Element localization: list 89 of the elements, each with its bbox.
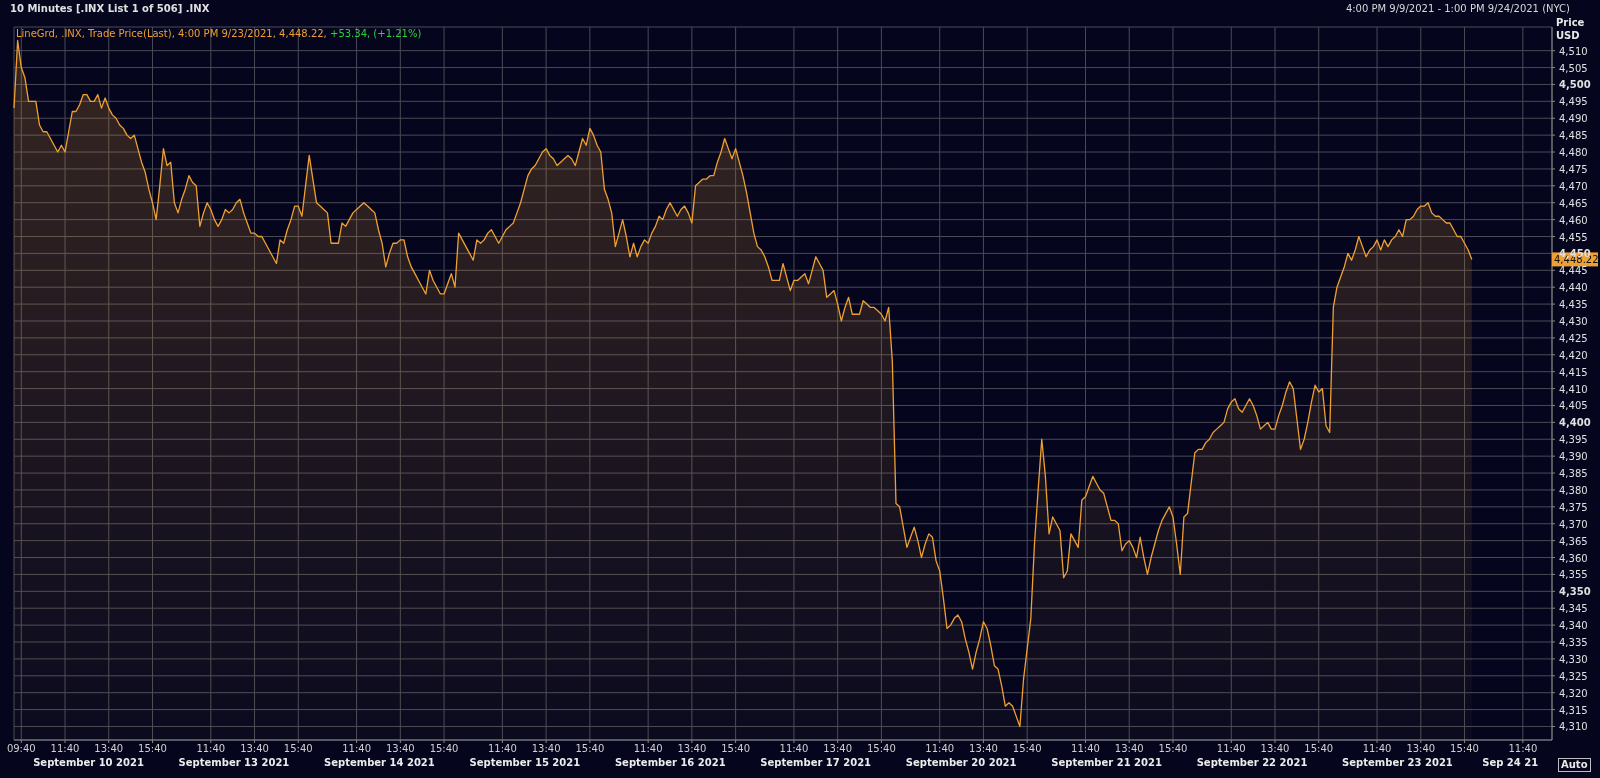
- chart-title: 10 Minutes [.INX List 1 of 506] .INX: [10, 3, 210, 14]
- y-tick-label: 4,420: [1559, 349, 1588, 361]
- x-tick-label: 15:40: [1012, 743, 1042, 755]
- y-tick-label: 4,405: [1559, 400, 1588, 412]
- y-tick-label: 4,330: [1559, 653, 1588, 665]
- text: September 14 2021: [323, 756, 436, 769]
- y-tick-label: 4,480: [1559, 147, 1588, 159]
- x-tick-label: 11:40: [1071, 743, 1100, 755]
- y-tick-label: 4,410: [1559, 383, 1588, 395]
- y-tick-label: 4,505: [1559, 62, 1588, 74]
- x-tick-label: 13:40: [1260, 743, 1290, 755]
- x-tick-label: 13:40: [969, 743, 998, 755]
- x-tick-label: 13:40: [94, 743, 124, 755]
- y-tick-label: 4,510: [1559, 45, 1588, 57]
- y-axis-title: Price USD: [1556, 16, 1586, 42]
- x-tick-label: 11:40: [925, 743, 955, 755]
- x-tick-label: 13:40: [385, 743, 415, 755]
- y-tick-label: 4,350: [1559, 586, 1591, 598]
- y-tick-label: 4,435: [1559, 299, 1588, 311]
- text: Sep 24 21: [1482, 757, 1539, 768]
- x-tick-label: 09:40: [6, 743, 36, 755]
- text: September 22 2021: [1195, 756, 1309, 769]
- text: September 17 2021: [759, 756, 873, 769]
- text: September 10 2021: [32, 756, 145, 769]
- x-tick-label: 13:40: [1406, 743, 1436, 755]
- x-tick-label: 13:40: [240, 743, 269, 755]
- y-tick-label: 4,360: [1559, 552, 1588, 564]
- y-tick-label: 4,485: [1559, 130, 1588, 142]
- x-tick-label: 15:40: [866, 743, 896, 755]
- y-tick-label: 4,370: [1559, 518, 1588, 530]
- y-tick-label: 4,340: [1559, 620, 1588, 632]
- x-tick-label: 11:40: [633, 743, 663, 755]
- x-tick-label: 11:40: [1362, 743, 1392, 755]
- y-tick-label: 4,475: [1559, 163, 1588, 175]
- x-tick-label: 15:40: [1304, 743, 1334, 755]
- annotation: +53.34, (+1.21%): [330, 28, 422, 39]
- x-tick-label: 11:40: [779, 743, 809, 755]
- text: September 23 2021: [1341, 756, 1454, 769]
- x-tick-label: 13:40: [823, 743, 853, 755]
- chart-subtitle: 4:00 PM 9/9/2021 - 1:00 PM 9/24/2021 (NYC): [1345, 3, 1570, 14]
- y-tick-label: 4,385: [1559, 468, 1588, 480]
- x-tick-label: 13:40: [531, 743, 561, 755]
- y-tick-label: 4,460: [1559, 214, 1588, 226]
- y-tick-label: 4,365: [1559, 535, 1588, 547]
- y-tick-label: 4,500: [1559, 79, 1591, 91]
- y-tick-label: 4,490: [1559, 113, 1588, 125]
- y-tick-label: 4,445: [1559, 265, 1588, 277]
- y-tick-label: 4,495: [1559, 96, 1588, 108]
- y-tick-label: 4,345: [1559, 603, 1588, 615]
- y-tick-label: 4,395: [1559, 434, 1588, 446]
- y-tick-label: 4,390: [1559, 451, 1588, 463]
- x-tick-label: 11:40: [342, 743, 371, 755]
- series-label: LineGrd, .INX, Trade Price(Last), 4:00 PM 9/23/2021, 4,448.22,: [16, 28, 328, 39]
- text: Auto: [1558, 758, 1591, 772]
- x-tick-label: 11:40: [1508, 743, 1538, 755]
- y-tick-label: 4,310: [1559, 721, 1588, 733]
- y-tick-label: 4,400: [1559, 417, 1591, 429]
- x-tick-label: 11:40: [1216, 743, 1246, 755]
- x-tick-label: 15:40: [1158, 743, 1188, 755]
- x-tick-label: 15:40: [575, 743, 605, 755]
- x-tick-label: 15:40: [721, 743, 751, 755]
- x-tick-label: 13:40: [1114, 743, 1144, 755]
- y-tick-label: 4,355: [1559, 569, 1588, 581]
- y-tick-label: 4,465: [1559, 197, 1588, 209]
- text: September 15 2021: [468, 756, 582, 769]
- y-tick-label: 4,425: [1559, 332, 1588, 344]
- y-tick-label: 4,440: [1559, 282, 1588, 294]
- y-tick-label: 4,315: [1559, 704, 1588, 716]
- x-tick-label: 15:40: [138, 743, 167, 755]
- text: September 16 2021: [613, 756, 727, 769]
- x-tick-label: 15:40: [1450, 743, 1479, 755]
- y-tick-label: 4,455: [1559, 231, 1588, 243]
- y-tick-label: 4,375: [1559, 501, 1588, 513]
- x-tick-label: 11:40: [487, 743, 517, 755]
- x-tick-label: 15:40: [283, 743, 313, 755]
- text: September 21 2021: [1050, 756, 1163, 769]
- x-tick-label: 11:40: [50, 743, 80, 755]
- y-tick-label: 4,415: [1559, 366, 1588, 378]
- text: September 13 2021: [177, 756, 291, 769]
- y-tick-label: 4,380: [1559, 484, 1588, 496]
- text: September 20 2021: [904, 756, 1018, 769]
- y-tick-label: 4,470: [1559, 180, 1588, 192]
- x-tick-label: 13:40: [677, 743, 707, 755]
- x-tick-label: 11:40: [196, 743, 226, 755]
- x-tick-label: 15:40: [429, 743, 459, 755]
- y-tick-label: 4,335: [1559, 637, 1588, 648]
- y-tick-label: 4,320: [1559, 687, 1588, 699]
- y-tick-label: 4,325: [1559, 670, 1588, 682]
- y-tick-label: 4,430: [1559, 315, 1588, 327]
